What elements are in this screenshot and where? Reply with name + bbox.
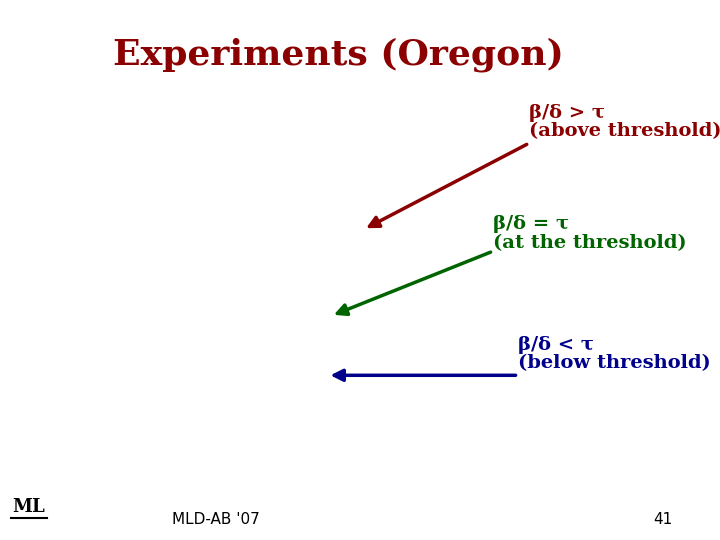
Text: Experiments (Oregon): Experiments (Oregon) — [113, 38, 564, 72]
Text: 41: 41 — [653, 511, 672, 526]
Text: β/δ > τ: β/δ > τ — [529, 104, 606, 122]
Text: (below threshold): (below threshold) — [518, 354, 711, 372]
Text: β/δ < τ: β/δ < τ — [518, 336, 595, 354]
Text: β/δ = τ: β/δ = τ — [493, 215, 570, 233]
Text: (at the threshold): (at the threshold) — [493, 234, 687, 252]
Text: MLD-AB '07: MLD-AB '07 — [172, 511, 260, 526]
Text: (above threshold): (above threshold) — [529, 122, 720, 140]
Text: ML: ML — [12, 498, 45, 516]
